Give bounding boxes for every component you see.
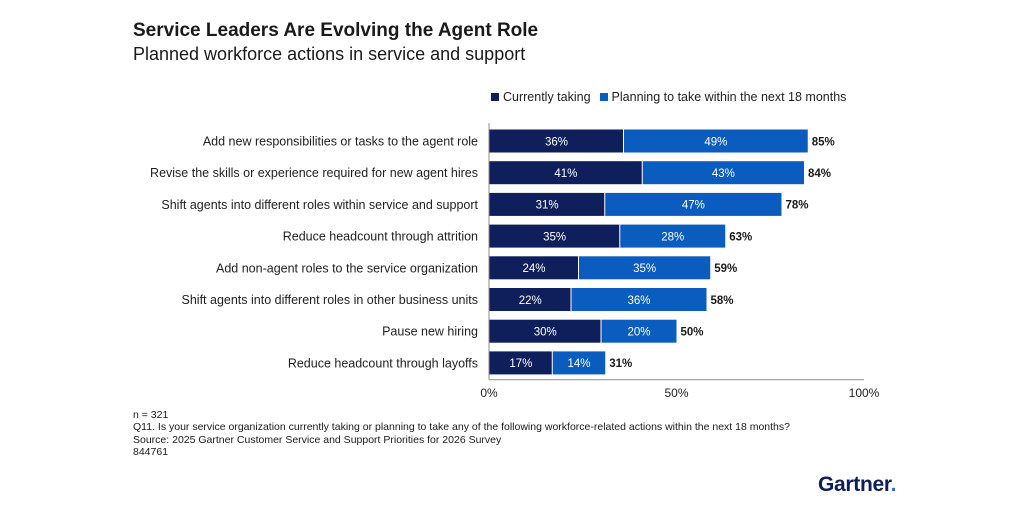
- bar-label-currently: 24%: [522, 263, 545, 275]
- category-label: Revise the skills or experience required…: [150, 166, 478, 180]
- legend-swatch-planning: [599, 93, 608, 101]
- survey-question: Q11. Is your service organization curren…: [133, 421, 790, 434]
- category-label: Add new responsibilities or tasks to the…: [203, 135, 478, 149]
- bar-planning: [624, 129, 808, 153]
- bar-label-planning: 35%: [633, 263, 656, 275]
- figure-id: 844761: [133, 445, 169, 458]
- bar-currently: [489, 256, 578, 280]
- category-label: Reduce headcount through attrition: [283, 230, 478, 244]
- x-tick-label: 50%: [664, 386, 688, 400]
- bar-currently: [489, 288, 571, 311]
- source-note: Source: 2025 Gartner Customer Service an…: [133, 433, 502, 446]
- total-label: 85%: [812, 136, 835, 148]
- bar-label-planning: 49%: [704, 136, 727, 148]
- bar-currently: [489, 161, 642, 185]
- brand-dot: .: [890, 473, 897, 496]
- bar-label-currently: 30%: [534, 327, 557, 339]
- brand-name: Gartner: [818, 473, 891, 496]
- total-label: 59%: [714, 263, 737, 275]
- gartner-logo: Gartner.: [818, 473, 896, 497]
- bar-currently: [489, 224, 620, 248]
- total-label: 78%: [786, 200, 809, 212]
- bar-label-planning: 20%: [627, 327, 650, 339]
- bar-planning: [605, 192, 782, 216]
- bar-label-currently: 17%: [509, 358, 532, 370]
- category-label: Shift agents into different roles in oth…: [182, 293, 478, 307]
- legend-label-planning: Planning to take within the next 18 mont…: [611, 90, 847, 104]
- chart-title: Service Leaders Are Evolving the Agent R…: [133, 20, 539, 41]
- legend-label-currently: Currently taking: [503, 90, 591, 104]
- legend-item-planning: Planning to take within the next 18 mont…: [599, 90, 847, 104]
- bar-planning: [571, 288, 707, 311]
- total-label: 31%: [609, 358, 632, 370]
- bar-label-currently: 36%: [545, 136, 568, 148]
- bar-label-planning: 43%: [712, 168, 735, 180]
- sample-size: n = 321: [133, 409, 169, 421]
- x-tick-label: 100%: [849, 386, 880, 400]
- bar-label-currently: 41%: [554, 168, 577, 180]
- bar-planning: [620, 224, 726, 248]
- footnotes: n = 321 Q11. Is your service organizatio…: [133, 409, 790, 458]
- bar-label-planning: 36%: [627, 295, 650, 307]
- total-label: 58%: [711, 295, 734, 307]
- total-label: 84%: [808, 168, 831, 180]
- bar-label-planning: 47%: [682, 200, 705, 212]
- total-label: 50%: [681, 327, 704, 339]
- category-label: Shift agents into different roles within…: [161, 198, 478, 212]
- x-tick-label: 0%: [480, 386, 498, 400]
- legend-swatch-currently: [491, 93, 499, 101]
- chart-subtitle: Planned workforce actions in service and…: [133, 44, 526, 64]
- bar-currently: [489, 351, 552, 375]
- bar-currently: [489, 319, 601, 343]
- total-label: 63%: [729, 231, 752, 243]
- bar-label-currently: 35%: [543, 231, 566, 243]
- legend-item-currently: Currently taking: [491, 90, 591, 104]
- bar-planning: [552, 351, 606, 375]
- bar-label-currently: 22%: [519, 295, 542, 307]
- category-label: Reduce headcount through layoffs: [288, 356, 478, 370]
- bar-planning: [579, 256, 711, 280]
- bar-label-currently: 31%: [536, 200, 559, 212]
- bar-currently: [489, 129, 623, 153]
- category-label: Pause new hiring: [382, 325, 478, 339]
- bar-planning: [642, 161, 804, 185]
- category-label: Add non-agent roles to the service organ…: [216, 261, 478, 275]
- bar-label-planning: 14%: [567, 358, 590, 370]
- legend: Currently taking Planning to take within…: [491, 90, 855, 104]
- bar-currently: [489, 192, 605, 216]
- bar-planning: [601, 319, 677, 343]
- bar-label-planning: 28%: [661, 231, 684, 243]
